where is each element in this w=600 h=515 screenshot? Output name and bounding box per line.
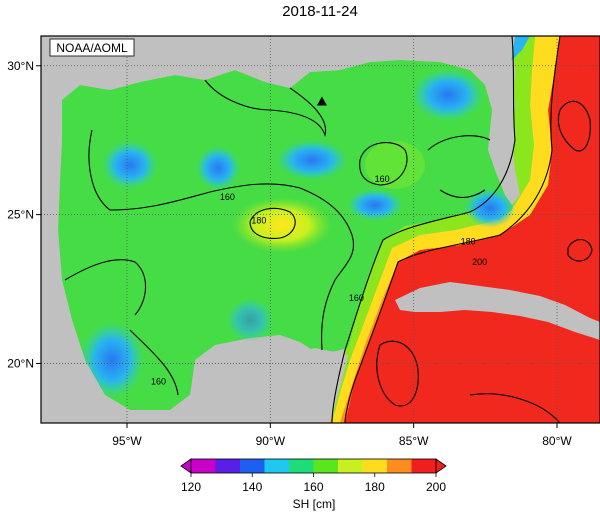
contour-160-florida bbox=[427, 135, 491, 199]
contour-160-north bbox=[204, 79, 326, 137]
contour-label: 200 bbox=[472, 257, 487, 267]
colorbar-segment bbox=[387, 459, 412, 473]
y-tick-label: 30°N bbox=[7, 59, 34, 73]
graticule bbox=[41, 36, 600, 423]
colorbar-tick-label: 180 bbox=[365, 480, 385, 494]
colorbar-segment bbox=[215, 459, 241, 473]
contour-200-inner-3 bbox=[567, 239, 593, 262]
gulf-warm-core-eddy bbox=[232, 197, 332, 253]
colorbar-segments bbox=[191, 459, 437, 473]
contour-180-eddy bbox=[249, 207, 296, 239]
contour-label: 160 bbox=[375, 174, 390, 184]
contour-labels: 160 180 160 180 200 160 160 bbox=[151, 174, 487, 386]
contour-160-east bbox=[359, 142, 408, 186]
contour-200-current bbox=[344, 36, 561, 423]
caribbean-warm-water bbox=[330, 36, 600, 423]
colorbar-segment bbox=[313, 459, 339, 473]
contour-label: 160 bbox=[349, 293, 364, 303]
contour-200-inner-2 bbox=[557, 100, 591, 152]
colorbar-ticks: 120 140 160 180 200 bbox=[181, 473, 446, 494]
colorbar-segment bbox=[338, 459, 363, 473]
colorbar-segment bbox=[289, 459, 314, 473]
florida-current-green bbox=[332, 36, 535, 423]
source-label: NOAA/AOML bbox=[56, 41, 128, 55]
colorbar-tick-label: 200 bbox=[426, 480, 446, 494]
colorbar: 120 140 160 180 200 SH [cm] bbox=[180, 458, 447, 511]
map-title: 2018-11-24 bbox=[282, 3, 358, 20]
contour-160-main bbox=[88, 129, 354, 351]
cuba bbox=[395, 282, 600, 340]
contour-160-south bbox=[129, 329, 179, 396]
x-tick-label: 80°W bbox=[542, 434, 572, 448]
colorbar-right-arrow bbox=[435, 458, 447, 474]
map-frame bbox=[40, 35, 600, 424]
gulf-low-eddy-west bbox=[102, 141, 158, 189]
colorbar-segment bbox=[191, 459, 216, 473]
colorbar-left-arrow bbox=[180, 458, 192, 474]
contour-label: 160 bbox=[151, 376, 166, 386]
gulf-low-eddy-bay-campeche bbox=[80, 322, 144, 398]
colorbar-segment bbox=[362, 459, 388, 473]
triangle-marker-icon bbox=[316, 96, 327, 106]
source-label-box: NOAA/AOML bbox=[49, 38, 135, 57]
colorbar-tick-label: 140 bbox=[242, 480, 262, 494]
gulf-low-eddy-florida bbox=[464, 188, 516, 228]
colorbar-segment bbox=[264, 459, 290, 473]
y-axis-ticks: 30°N 25°N 20°N bbox=[7, 59, 41, 370]
contour-lines bbox=[64, 36, 593, 423]
gulf-low-eddy-shelf bbox=[347, 189, 403, 221]
contour-160-west bbox=[64, 259, 147, 316]
gulf-low-eddy-north bbox=[276, 140, 348, 180]
florida-peninsula bbox=[470, 36, 520, 205]
gulf-low-eddy-south bbox=[226, 298, 274, 342]
x-tick-label: 95°W bbox=[112, 434, 142, 448]
gulf-coast-north bbox=[41, 36, 505, 100]
contour-label: 180 bbox=[251, 216, 266, 226]
colorbar-segment bbox=[411, 459, 437, 473]
florida-current-yellow bbox=[332, 36, 560, 423]
map-plot-area: 160 180 160 180 200 160 160 bbox=[41, 36, 600, 423]
y-tick-label: 25°N bbox=[7, 208, 34, 222]
yucatan-peninsula bbox=[195, 348, 348, 423]
colorbar-segment bbox=[240, 459, 265, 473]
contour-label: 160 bbox=[220, 192, 235, 202]
contour-200-inner-1 bbox=[376, 340, 419, 407]
colorbar-tick-label: 160 bbox=[303, 480, 323, 494]
x-axis-ticks: 95°W 90°W 85°W 80°W bbox=[112, 423, 572, 448]
y-tick-label: 20°N bbox=[7, 356, 34, 370]
gulf-low-eddy-central bbox=[196, 146, 240, 190]
colorbar-tick-label: 120 bbox=[181, 480, 201, 494]
gulf-low-eddy-east bbox=[412, 69, 484, 121]
gulf-warm-patch-east bbox=[365, 141, 425, 189]
x-tick-label: 90°W bbox=[256, 434, 286, 448]
x-tick-label: 85°W bbox=[399, 434, 429, 448]
colorbar-label: SH [cm] bbox=[293, 497, 336, 511]
contour-200-inner-4 bbox=[469, 393, 561, 423]
contour-label: 180 bbox=[461, 236, 476, 246]
mexico-coast-west bbox=[41, 100, 195, 423]
contour-180-current bbox=[331, 36, 516, 423]
